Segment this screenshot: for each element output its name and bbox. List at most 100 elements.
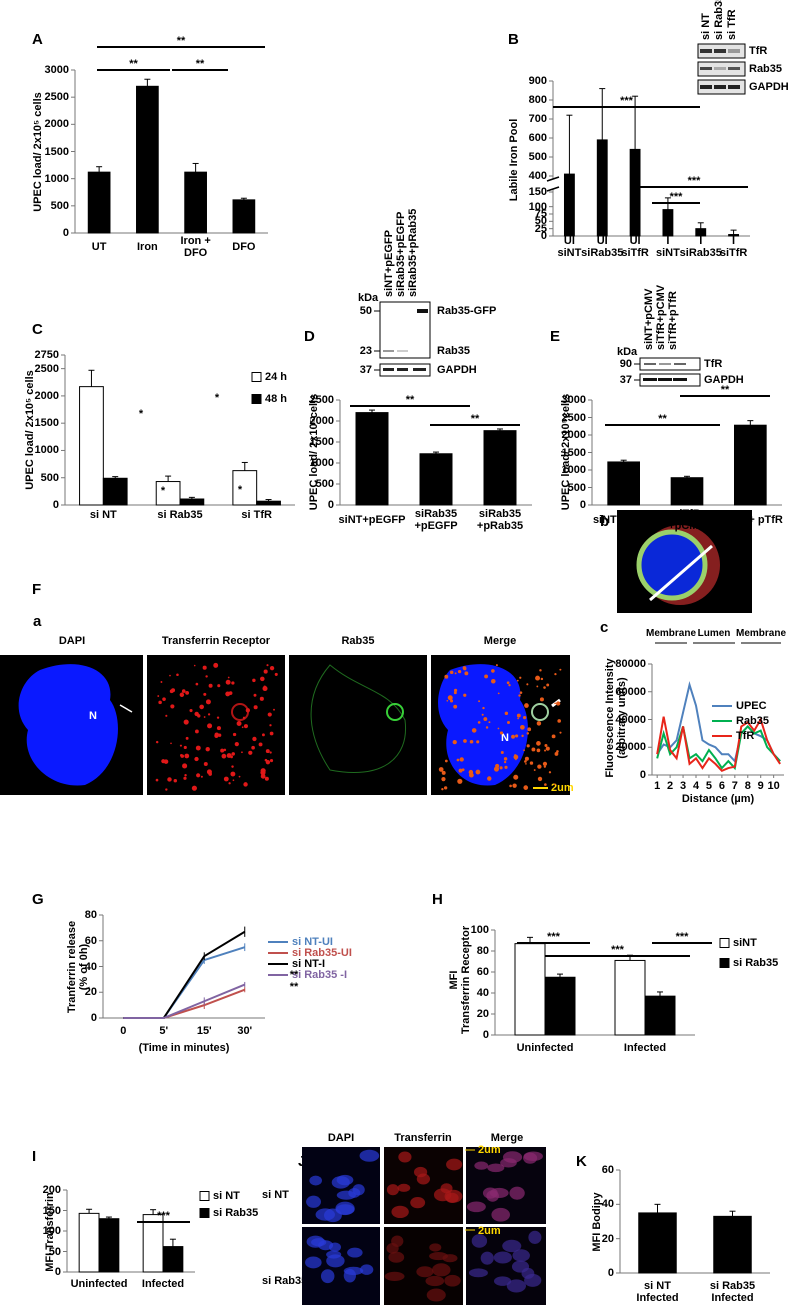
significance-label: *** [669, 191, 683, 203]
y-tick-label: 1000 [309, 457, 334, 469]
y-tick-label: 50 [534, 215, 547, 228]
bar [355, 412, 389, 506]
lane-label: siRab35+pRab35 [407, 209, 419, 297]
signal-dot [471, 728, 477, 733]
cell [500, 1158, 517, 1168]
band [673, 378, 687, 381]
x-tick-label: 15' [196, 1025, 212, 1037]
y-tick-label: 2500 [34, 362, 59, 375]
y-tick-label: 2000 [44, 118, 69, 131]
signal-dot [208, 772, 212, 776]
signal-dot [183, 776, 187, 780]
signal-dot [527, 727, 532, 732]
y-tick-label: 100 [470, 924, 489, 936]
signal-dot [513, 774, 519, 780]
scale-label: 2um [478, 1144, 501, 1156]
y-tick-label: 3000 [44, 64, 69, 76]
lane-label: si NT [700, 13, 712, 40]
axis-break [546, 186, 560, 192]
signal-dot [537, 776, 543, 782]
bar [87, 171, 111, 234]
signal-dot [205, 675, 208, 678]
cell [416, 1173, 431, 1185]
signal-dot [458, 768, 463, 773]
cell [512, 1249, 530, 1262]
signal-dot [559, 731, 562, 734]
x-tick-label: Iron [136, 241, 158, 253]
y-tick-label: 1000 [561, 464, 586, 476]
signal-dot [545, 746, 550, 751]
signal-dot [540, 677, 544, 681]
signal-dot [516, 679, 519, 682]
bar [102, 477, 128, 506]
legend-swatch [719, 938, 730, 948]
signal-dot [536, 721, 542, 726]
signal-dot [504, 765, 508, 769]
x-tick-label: siNT+pCMV [592, 514, 655, 526]
signal-dot [556, 750, 559, 753]
band [397, 368, 408, 371]
signal-dot [544, 749, 547, 752]
cell [487, 1163, 505, 1173]
series-line [123, 988, 246, 1019]
legend-label: si Rab35 [733, 957, 779, 969]
x-tick-label: siTfR + pTfR [717, 514, 783, 526]
x-tick-label: siRab35 +pEGFP [414, 508, 458, 532]
x-tick-label: 2 [667, 780, 674, 792]
signal-dot [182, 763, 188, 769]
signal-dot [535, 675, 541, 681]
signal-dot [533, 769, 536, 771]
significance-label: ** [658, 413, 667, 425]
signal-dot [495, 664, 498, 667]
signal-dot [243, 724, 248, 729]
bar [142, 1214, 164, 1273]
western-blot: si NT si Rab35 si TfR TfR Rab35 GAPDH [697, 0, 789, 95]
legend-swatch [719, 958, 730, 968]
lane-label: siRab35+pEGFP [395, 212, 407, 297]
signal-dot [176, 673, 179, 677]
series-line [123, 946, 246, 1019]
band [714, 85, 726, 89]
x-tick-label: Infected [623, 1042, 667, 1054]
row-label: GAPDH [749, 81, 789, 93]
x-axis-label: (Time in minutes) [138, 1042, 230, 1054]
cell [468, 1268, 488, 1278]
signal-dot [228, 782, 231, 785]
cell [493, 1276, 512, 1286]
row-label: si Rab35 [262, 1275, 307, 1287]
signal-dot [267, 712, 272, 717]
y-tick-label: 0 [540, 230, 547, 242]
y-tick-label: 1500 [309, 436, 334, 448]
signal-dot [185, 690, 190, 695]
x-tick-label: si NT Infected [636, 1280, 679, 1304]
band [383, 350, 394, 352]
cell [397, 1183, 411, 1192]
signal-dot [179, 744, 182, 747]
series-line [123, 930, 246, 1019]
signal-dot [520, 724, 525, 730]
bar [629, 148, 641, 237]
legend-label: 48 h [265, 393, 288, 405]
y-tick-label: 60 [84, 934, 97, 947]
kda-marker: 23 [360, 345, 372, 357]
x-tick-label: Iron + DFO [180, 235, 211, 259]
signal-dot [556, 701, 561, 706]
cell [429, 1252, 448, 1261]
y-tick-label: 2000 [309, 415, 334, 427]
series-line [656, 681, 781, 764]
signal-dot [273, 708, 275, 711]
cell [398, 1151, 412, 1163]
y-axis-label: MFI Transferrin [44, 1192, 56, 1272]
signal-dot [185, 736, 189, 740]
signal-dot [252, 736, 257, 742]
legend-label: si NT-UI [292, 936, 333, 948]
signal-dot [231, 765, 234, 768]
y-tick-label: 60 [476, 966, 489, 978]
row-label: GAPDH [437, 364, 477, 376]
signal-dot [444, 674, 449, 679]
signal-dot [167, 777, 172, 782]
signal-dot [491, 669, 495, 673]
legend-label: si Rab35 -I [292, 969, 348, 981]
signal-dot [160, 681, 163, 683]
cell [489, 1187, 509, 1198]
